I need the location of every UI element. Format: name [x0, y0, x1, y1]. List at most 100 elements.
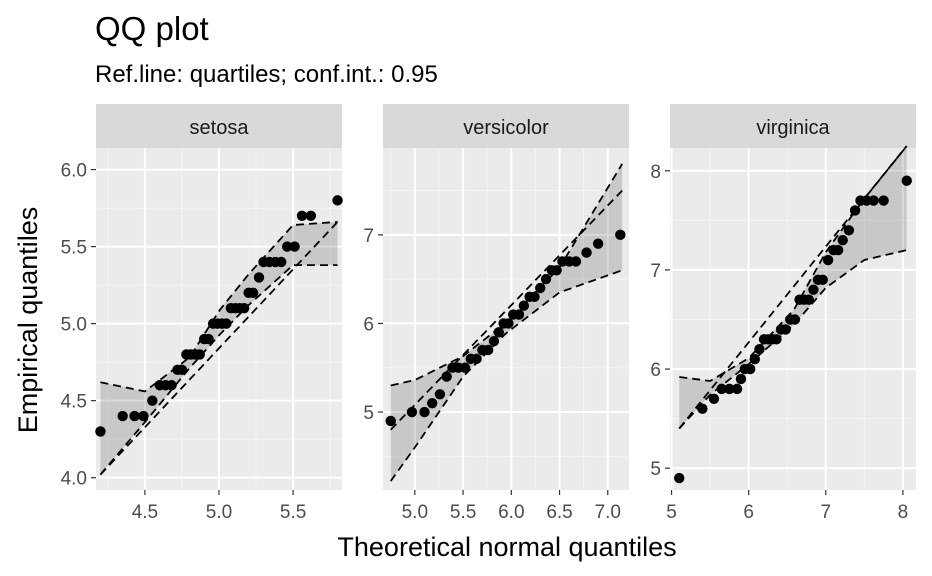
- data-point: [849, 205, 861, 216]
- data-point: [735, 373, 747, 385]
- data-point: [901, 175, 912, 186]
- y-tick-label: 7: [650, 261, 661, 282]
- x-tick-label: 5.5: [450, 502, 476, 523]
- data-point: [166, 380, 177, 391]
- x-tick-label: 6.0: [498, 502, 524, 523]
- confidence-upper-line: [390, 163, 623, 387]
- data-point: [385, 415, 396, 427]
- data-point: [459, 362, 471, 373]
- data-point: [247, 287, 259, 299]
- y-axis-title: Empirical quantiles: [13, 207, 43, 434]
- data-point: [754, 344, 765, 355]
- y-tick-label: 6: [650, 360, 661, 381]
- data-point: [789, 314, 801, 325]
- data-point: [822, 254, 834, 266]
- facet-strip-label: versicolor: [463, 117, 549, 139]
- data-point: [147, 395, 158, 406]
- data-point: [749, 353, 761, 365]
- y-tick-label: 5.0: [61, 315, 87, 336]
- y-tick-label: 6: [363, 314, 374, 335]
- reference-line: [678, 145, 908, 430]
- confidence-lower-line: [678, 249, 907, 430]
- data-point: [535, 282, 546, 294]
- x-tick-label: 7: [820, 502, 831, 523]
- data-point: [238, 303, 250, 314]
- data-point: [803, 294, 815, 305]
- data-point: [289, 241, 300, 252]
- data-point: [406, 406, 418, 418]
- data-point: [832, 244, 844, 256]
- chart-title: QQ plot: [95, 10, 209, 47]
- data-point: [581, 247, 592, 258]
- data-point: [716, 383, 727, 395]
- confidence-upper-line: [100, 221, 338, 393]
- x-tick-label: 5.0: [402, 502, 428, 523]
- data-point: [419, 406, 430, 418]
- facet-setosa: setosa 4.5 5.0 5.5 4.0 4.5 5.0 5.5 6.0: [61, 104, 343, 523]
- data-point: [570, 256, 582, 267]
- facet-strip: [670, 104, 916, 148]
- facet-strip-label: setosa: [190, 117, 250, 139]
- confidence-band: [100, 221, 338, 475]
- data-point: [488, 335, 500, 347]
- data-point: [427, 397, 438, 409]
- data-point: [837, 234, 848, 246]
- data-point: [868, 195, 879, 206]
- data-point: [529, 291, 540, 303]
- data-point: [95, 426, 106, 437]
- facet-virginica: virginica 5 6 7 8 5 6 7 8: [650, 104, 916, 523]
- data-point: [513, 309, 525, 320]
- data-point: [817, 274, 828, 286]
- y-tick-label: 4.0: [61, 469, 87, 490]
- chart-subtitle: Ref.line: quartiles; conf.int.: 0.95: [95, 61, 438, 88]
- y-tick-label: 5: [363, 403, 374, 424]
- data-point: [745, 363, 756, 375]
- data-point: [434, 389, 446, 400]
- data-point: [305, 210, 317, 221]
- data-point: [731, 383, 743, 395]
- data-point: [281, 241, 293, 252]
- data-point: [674, 472, 685, 484]
- data-point: [771, 334, 782, 345]
- confidence-lower-line: [99, 264, 338, 476]
- data-point: [878, 195, 889, 206]
- data-point: [176, 364, 188, 376]
- data-point: [471, 353, 482, 365]
- reference-line: [99, 221, 339, 476]
- facet-strip-label: virginica: [756, 117, 830, 139]
- data-point: [296, 210, 308, 221]
- y-tick-label: 8: [650, 162, 661, 183]
- facet-strip: [96, 104, 342, 148]
- data-point: [482, 344, 494, 356]
- reference-line: [390, 189, 623, 431]
- x-tick-label: 5.5: [280, 502, 306, 523]
- y-tick-label: 5.5: [61, 238, 87, 259]
- data-point: [221, 318, 232, 329]
- y-tick-label: 5: [650, 459, 661, 480]
- data-point: [843, 225, 855, 236]
- data-point: [551, 265, 562, 276]
- data-point: [808, 284, 819, 295]
- data-point: [493, 327, 504, 338]
- data-point: [276, 256, 287, 268]
- data-point: [253, 272, 265, 283]
- data-point: [203, 333, 214, 345]
- data-point: [194, 349, 205, 360]
- data-point: [117, 410, 128, 422]
- data-point: [697, 403, 708, 414]
- y-tick-label: 4.5: [61, 392, 87, 413]
- y-tick-label: 7: [363, 226, 374, 247]
- data-point: [441, 371, 452, 382]
- x-axis-title: Theoretical normal quantiles: [337, 532, 676, 562]
- confidence-lower-line: [389, 269, 623, 482]
- data-point: [503, 318, 514, 329]
- y-tick-label: 6.0: [61, 161, 87, 182]
- x-tick-label: 6: [743, 502, 754, 523]
- data-point: [724, 383, 735, 395]
- data-point: [332, 195, 343, 206]
- facet-versicolor: versicolor 5.0 5.5 6.0 6.5 7.0 5 6 7: [363, 104, 629, 523]
- data-point: [138, 410, 149, 422]
- x-tick-label: 5: [666, 502, 677, 523]
